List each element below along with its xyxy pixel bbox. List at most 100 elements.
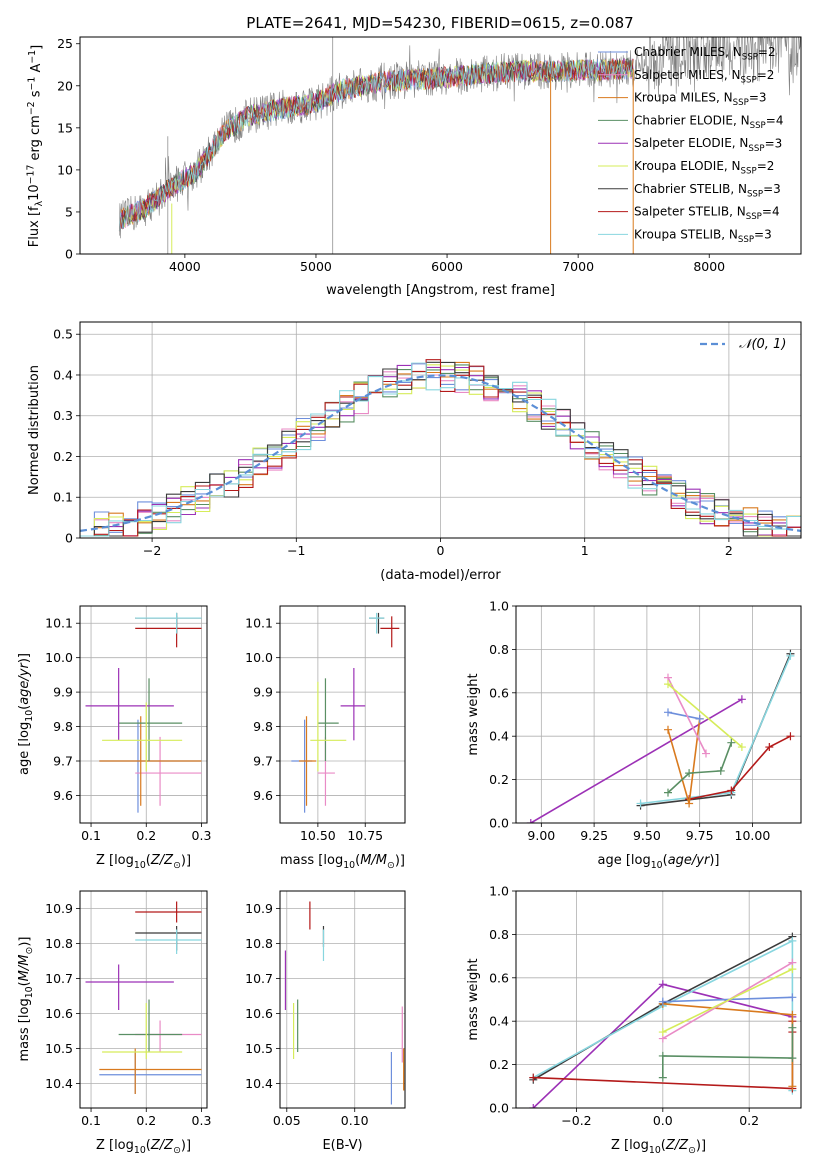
plot-area-spectrum — [118, 37, 801, 254]
y-axis-label: Flux [fλ10−17 erg cm−2 s−1 A−1] — [25, 45, 45, 247]
mass-weight-line — [667, 742, 733, 794]
y-tick-label: 1.0 — [489, 884, 509, 899]
mass-weight-line — [667, 711, 700, 720]
y-tick-label: 10 — [57, 162, 73, 177]
x-axis-label: wavelength [Angstrom, rest frame] — [326, 283, 555, 298]
x-tick-label: −1 — [287, 543, 305, 558]
y-tick-label: 9.8 — [53, 719, 73, 734]
mass-weight-marker — [788, 1023, 797, 1032]
x-tick-label: 6000 — [431, 259, 463, 274]
mass-weight-marker — [702, 749, 710, 758]
x-tick-label: −0.2 — [561, 1113, 591, 1128]
mass-weight-marker — [788, 936, 797, 945]
legend-label: Chabrier MILES, NSSP=2 — [634, 45, 776, 63]
y-tick-label: 0.2 — [489, 772, 509, 787]
y-tick-label: 10.0 — [245, 650, 273, 665]
y-tick-label: 9.7 — [253, 754, 273, 769]
x-tick-label: 8000 — [693, 259, 725, 274]
y-tick-label: 9.8 — [253, 719, 273, 734]
y-tick-label: 20 — [57, 78, 73, 93]
y-tick-label: 0.1 — [53, 490, 73, 505]
x-tick-label: 0.1 — [81, 1113, 101, 1128]
mass-weight-marker — [788, 1010, 797, 1019]
mass-weight-marker — [786, 651, 795, 660]
spectrum-model-line — [118, 59, 634, 232]
x-tick-label: 9.75 — [686, 828, 714, 843]
chart-legend: Chabrier MILES, NSSP=2 Salpeter MILES, NS… — [598, 45, 783, 245]
x-tick-label: 1 — [581, 543, 589, 558]
y-tick-label: 0.0 — [489, 816, 509, 831]
y-tick-label: 10.7 — [245, 971, 273, 986]
mass-weight-line — [530, 698, 743, 823]
y-tick-label: 10.1 — [245, 616, 273, 631]
x-tick-label: 0.3 — [192, 828, 212, 843]
axes-age_vs_Z: 0.1 0.2 0.3 9.6 9.7 9.8 9.9 10.0 10.1 Z [log10(Z/… — [17, 605, 212, 871]
x-tick-label: 10.75 — [347, 828, 383, 843]
mass-weight-marker — [788, 965, 797, 974]
y-tick-label: 0 — [65, 531, 73, 546]
axes-age_vs_mass: 10.50 10.75 9.6 9.7 9.8 9.9 10.0 10.1 mass [log1… — [245, 605, 406, 871]
y-tick-label: 0.8 — [489, 642, 509, 657]
mass-weight-marker — [658, 1073, 667, 1082]
y-tick-label: 10.4 — [45, 1076, 73, 1091]
spectrum-data-line — [119, 37, 801, 239]
legend-label: Salpeter MILES, NSSP=2 — [634, 68, 774, 86]
mass-weight-marker — [529, 1073, 538, 1082]
y-tick-label: 10.8 — [245, 936, 273, 951]
plot-area-mass_weight_vs_age — [526, 649, 795, 823]
plot-area-age_vs_mass — [291, 612, 400, 813]
legend-label: Kroupa MILES, NSSP=3 — [634, 91, 767, 109]
mass-weight-marker — [737, 743, 746, 752]
y-axis-label: age [log10(age/yr)] — [17, 653, 35, 775]
mass-weight-marker — [664, 680, 672, 689]
mass-weight-marker — [526, 819, 535, 823]
plot-area-mass_vs_Z — [85, 901, 202, 1094]
y-tick-label: 0.0 — [489, 1101, 509, 1116]
axes-mass_vs_Z: 0.1 0.2 0.3 10.4 10.5 10.6 10.7 10.8 10.9 Z [log1… — [17, 890, 211, 1156]
legend-label: Kroupa STELIB, NSSP=3 — [634, 227, 772, 245]
y-tick-label: 10.0 — [45, 650, 73, 665]
mass-weight-line — [667, 683, 743, 748]
mass-weight-marker — [786, 732, 795, 741]
mass-weight-line — [662, 1027, 794, 1078]
axes-spectrum: 4000 5000 6000 7000 8000 0 5 10 15 20 25 wavelength… — [25, 36, 802, 298]
y-tick-label: 0.2 — [53, 449, 73, 464]
plot-area-mass_weight_vs_Z — [529, 932, 797, 1108]
y-tick-label: 15 — [57, 120, 73, 135]
mass-weight-line — [662, 996, 793, 1003]
mass-weight-marker — [658, 1051, 667, 1060]
legend-label: Chabrier STELIB, NSSP=3 — [634, 182, 781, 200]
mass-weight-marker — [636, 799, 645, 808]
axes-residuals: −2 −1 0 1 2 0 0.1 0.2 0.3 0.4 0.5 (data-model)/erro… — [27, 321, 802, 583]
mass-weight-marker — [788, 993, 797, 1002]
axes-mass_vs_ebv: 0.05 0.10 10.4 10.5 10.6 10.7 10.8 10.9 E(B-V) — [245, 890, 406, 1153]
mass-weight-marker — [685, 799, 694, 808]
x-tick-label: 0.2 — [136, 1113, 156, 1128]
x-tick-label: 4000 — [169, 259, 201, 274]
y-axis-label: mass [log10(M/M⊙)] — [17, 937, 35, 1062]
x-axis-label: Z [log10(Z/Z⊙)] — [96, 853, 191, 871]
x-tick-label: 9.50 — [633, 828, 661, 843]
axes-frame — [79, 36, 802, 255]
x-tick-label: 0.0 — [653, 1113, 673, 1128]
axes-frame — [515, 605, 802, 824]
mass-weight-marker — [664, 725, 672, 734]
mass-weight-marker — [685, 769, 694, 778]
mass-weight-marker — [695, 714, 704, 723]
x-tick-label: 2 — [725, 543, 733, 558]
mass-weight-marker — [788, 1054, 797, 1063]
axes-mass_weight_vs_Z: −0.2 0.0 0.2 0.0 0.2 0.4 0.6 0.8 1.0 Z [log10(Z/Z… — [466, 884, 802, 1156]
mass-weight-marker — [658, 1028, 667, 1037]
plot-area-residuals — [80, 359, 801, 537]
x-tick-label: 7000 — [562, 259, 594, 274]
legend-label: Salpeter ELODIE, NSSP=3 — [634, 136, 782, 154]
mass-weight-marker — [664, 788, 672, 797]
x-tick-label: 9.00 — [527, 828, 555, 843]
axes-frame — [515, 890, 802, 1109]
mass-weight-marker — [658, 997, 667, 1006]
y-axis-label: Normed distribution — [27, 365, 42, 495]
mass-weight-marker — [664, 708, 672, 717]
axes-frame — [79, 890, 208, 1109]
legend-label: Kroupa ELODIE, NSSP=2 — [634, 159, 774, 177]
x-tick-label: 0.2 — [136, 828, 156, 843]
